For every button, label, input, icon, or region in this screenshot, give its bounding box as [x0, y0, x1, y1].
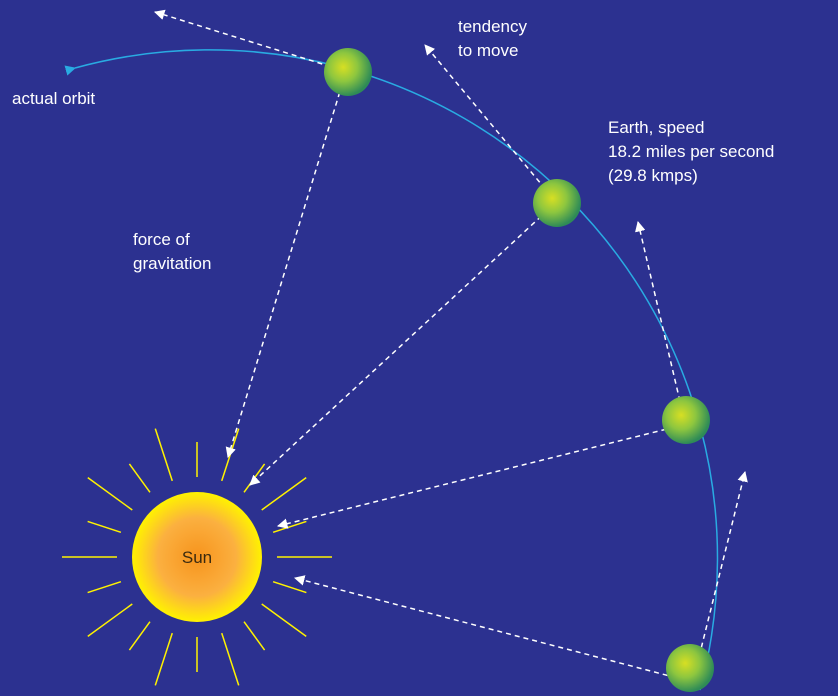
sun-ray: [272, 581, 307, 594]
sun-ray: [261, 477, 307, 511]
earth-label: (29.8 kmps): [608, 166, 698, 185]
sun-ray: [272, 520, 307, 533]
sun: [132, 492, 262, 622]
sun-ray: [128, 621, 151, 651]
sun-ray: [154, 428, 173, 482]
gravitation-label: gravitation: [133, 254, 211, 273]
sun-ray: [128, 463, 151, 493]
sun-ray: [221, 632, 240, 686]
sun-ray: [243, 621, 266, 651]
sun-ray: [154, 632, 173, 686]
sun-label: Sun: [182, 548, 212, 567]
sun-ray: [87, 581, 122, 594]
orbit-label: actual orbit: [12, 89, 95, 108]
earths: [324, 48, 714, 692]
earth-label: 18.2 miles per second: [608, 142, 774, 161]
tendency-label: to move: [458, 41, 518, 60]
tendency-label: tendency: [458, 17, 527, 36]
gravitation-label: force of: [133, 230, 190, 249]
gravity-arrows: [225, 74, 686, 681]
sun-ray: [87, 520, 122, 533]
sun-ray: [261, 603, 307, 637]
earth-label: Earth, speed: [608, 118, 704, 137]
sun-ray: [87, 603, 133, 637]
sun-ray: [87, 477, 133, 511]
tendency-arrows: [153, 9, 748, 666]
